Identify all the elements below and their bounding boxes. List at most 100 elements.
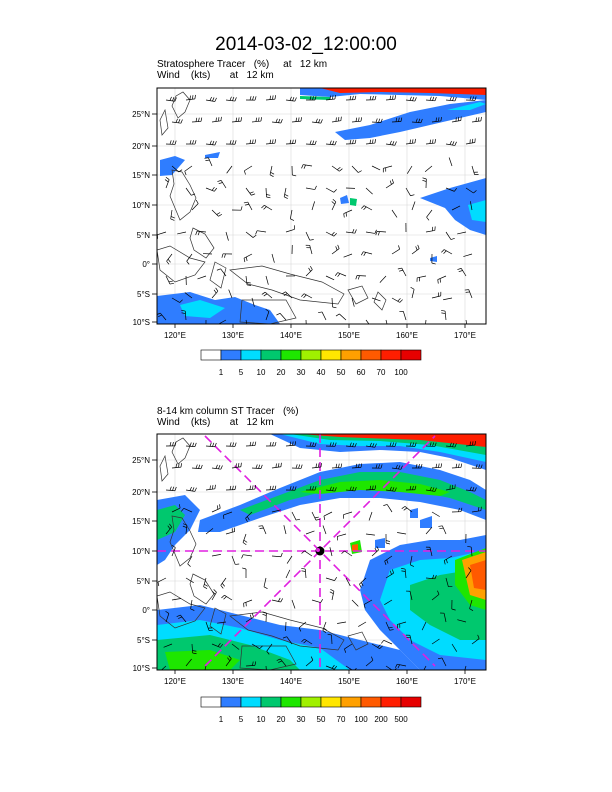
- wind-barb: [470, 547, 473, 557]
- wind-barb: [186, 253, 193, 262]
- wind-barb: [205, 488, 215, 491]
- wind-barb: [441, 657, 447, 667]
- wind-barb: [231, 120, 241, 123]
- wind-barb: [321, 311, 327, 321]
- wind-barb: [231, 555, 236, 565]
- wind-barb: [325, 489, 335, 492]
- lon-tick-label: 120°E: [164, 331, 186, 340]
- wind-barb: [365, 445, 375, 448]
- colorbar-label: 50: [337, 368, 346, 377]
- wind-barb: [285, 569, 291, 579]
- colorbar-swatch: [360, 349, 382, 361]
- wind-barb: [245, 187, 252, 196]
- wind-barb: [325, 231, 335, 237]
- wind-barb: [371, 165, 381, 171]
- wind-barb: [285, 291, 293, 299]
- wind-barb: [431, 638, 440, 645]
- wind-barb: [305, 143, 316, 145]
- wind-barb: [471, 120, 481, 123]
- wind-barb: [376, 231, 387, 233]
- wind-barb: [391, 467, 401, 470]
- wind-barb: [283, 187, 287, 197]
- panel1-wind-barbs: [157, 94, 482, 324]
- wind-barb: [444, 555, 453, 561]
- wind-barb: [305, 659, 314, 667]
- wind-barb: [445, 488, 455, 491]
- wind-barb: [283, 525, 287, 535]
- panel1-coastlines: [157, 91, 387, 324]
- colorbar-label: 1: [219, 368, 224, 377]
- wind-barb: [217, 621, 227, 624]
- wind-barb: [448, 157, 453, 167]
- wind-barb: [344, 550, 353, 557]
- panel2-title-line2: Wind (kts) at 12 km: [157, 417, 274, 428]
- wind-barb: [351, 599, 359, 607]
- wind-barb: [184, 165, 193, 172]
- wind-barb: [443, 297, 453, 301]
- wind-barb: [171, 297, 180, 303]
- colorbar-swatch: [340, 349, 362, 361]
- wind-barb: [426, 209, 433, 218]
- wind-barb: [465, 319, 468, 324]
- panel2-tracer-shading: [157, 434, 486, 670]
- wind-barb: [451, 120, 461, 123]
- wind-barb: [371, 121, 382, 124]
- wind-barb: [457, 231, 467, 235]
- wind-barb: [322, 525, 327, 535]
- wind-barb: [471, 510, 481, 513]
- lon-tick-label: 160°E: [396, 331, 418, 340]
- wind-barb: [431, 295, 441, 299]
- wind-barb: [391, 209, 398, 218]
- wind-barb: [365, 488, 376, 491]
- wind-barb: [257, 230, 267, 233]
- wind-barb: [165, 99, 175, 102]
- wind-barb: [311, 201, 315, 211]
- lat-tick-label: 10°N: [132, 547, 150, 556]
- wind-barb: [245, 488, 255, 491]
- colorbar-label: 100: [394, 368, 408, 377]
- lat-tick-label: 15°N: [132, 171, 150, 180]
- wind-barb: [170, 209, 173, 219]
- wind-barb: [171, 507, 181, 513]
- wind-barb: [351, 165, 359, 173]
- wind-barb: [243, 554, 253, 557]
- wind-barb: [203, 577, 207, 587]
- wind-barb: [220, 577, 227, 586]
- wind-barb: [465, 444, 475, 447]
- wind-barb: [171, 466, 181, 469]
- wind-barb: [289, 209, 293, 219]
- wind-barb: [225, 231, 229, 241]
- colorbar-swatch: [300, 349, 322, 361]
- wind-barb: [303, 164, 313, 167]
- wind-barb: [451, 205, 461, 211]
- wind-barb: [345, 577, 351, 587]
- lon-tick-label: 140°E: [280, 677, 302, 686]
- wind-barb: [220, 268, 227, 277]
- wind-barb: [363, 599, 373, 605]
- wind-barb: [356, 275, 367, 277]
- wind-barb: [425, 99, 435, 102]
- wind-barb: [442, 525, 447, 535]
- wind-barb: [443, 613, 447, 623]
- wind-barb: [244, 165, 253, 172]
- lat-tick-label: 15°N: [132, 517, 150, 526]
- colorbar-label: 20: [277, 368, 286, 377]
- wind-barb: [211, 507, 221, 513]
- wind-barb: [184, 292, 193, 299]
- wind-barb: [465, 142, 475, 145]
- panel1-tracer-shading: [157, 88, 486, 324]
- lat-tick-label: 10°S: [133, 318, 150, 327]
- wind-barb: [305, 530, 315, 535]
- figure-title: 2014-03-02_12:00:00: [215, 34, 397, 55]
- wind-barb: [187, 555, 193, 565]
- panel1-title-line2: Wind (kts) at 12 km: [157, 70, 274, 81]
- wind-barb: [211, 643, 221, 648]
- wind-barb: [365, 660, 374, 667]
- wind-barb: [385, 319, 388, 324]
- wind-barb: [409, 635, 413, 645]
- wind-barb: [185, 489, 195, 492]
- wind-barb: [311, 121, 321, 124]
- wind-barb: [331, 297, 333, 308]
- wind-barb: [304, 569, 307, 579]
- wind-barb: [262, 525, 267, 535]
